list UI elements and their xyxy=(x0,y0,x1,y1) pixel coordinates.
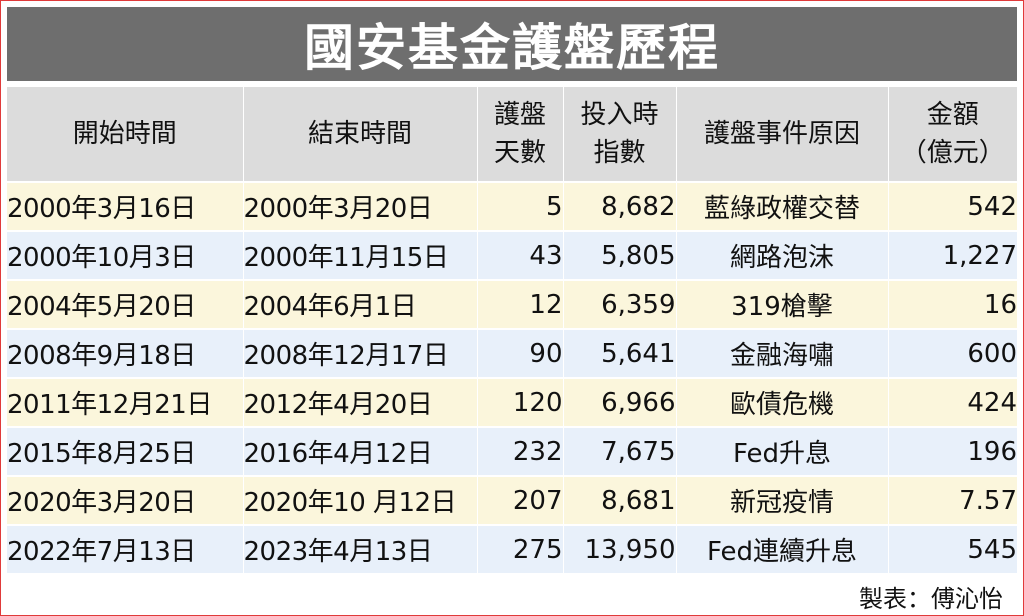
cell-index: 6,966 xyxy=(563,378,677,428)
cell-end: 2000年3月20日 xyxy=(243,182,478,232)
header-index-line2: 指數 xyxy=(593,138,646,168)
cell-reason: Fed連續升息 xyxy=(676,525,889,575)
cell-reason: 新冠疫情 xyxy=(676,476,889,526)
cell-start: 2020年3月20日 xyxy=(7,476,244,526)
table-row: 2020年3月20日 2020年10 月12日 207 8,681 新冠疫情 7… xyxy=(7,476,1017,526)
table-row: 2008年9月18日 2008年12月17日 90 5,641 金融海嘯 600 xyxy=(7,329,1017,379)
cell-end: 2020年10 月12日 xyxy=(243,476,478,526)
cell-amount: 196 xyxy=(888,427,1017,477)
cell-start: 2008年9月18日 xyxy=(7,329,244,379)
table-row: 2004年5月20日 2004年6月1日 12 6,359 319槍擊 16 xyxy=(7,280,1017,330)
cell-start: 2011年12月21日 xyxy=(7,378,244,428)
table-row: 2000年3月16日 2000年3月20日 5 8,682 藍綠政權交替 542 xyxy=(7,182,1017,232)
cell-amount: 545 xyxy=(888,525,1017,575)
cell-end: 2012年4月20日 xyxy=(243,378,478,428)
table-row: 2015年8月25日 2016年4月12日 232 7,675 Fed升息 19… xyxy=(7,427,1017,477)
header-reason: 護盤事件原因 xyxy=(676,87,889,183)
cell-days: 120 xyxy=(477,378,564,428)
cell-days: 275 xyxy=(477,525,564,575)
cell-end: 2023年4月13日 xyxy=(243,525,478,575)
cell-amount: 424 xyxy=(888,378,1017,428)
header-amount: 金額 （億元） xyxy=(888,87,1017,183)
cell-start: 2000年3月16日 xyxy=(7,182,244,232)
cell-end: 2008年12月17日 xyxy=(243,329,478,379)
cell-index: 5,641 xyxy=(563,329,677,379)
credit-line: 製表：傅沁怡 xyxy=(859,585,1003,613)
cell-days: 90 xyxy=(477,329,564,379)
cell-start: 2000年10月3日 xyxy=(7,231,244,281)
intervention-table: 開始時間 結束時間 護盤 天數 投入時 指數 護盤事件原因 金額 （億元） xyxy=(7,87,1017,575)
cell-index: 6,359 xyxy=(563,280,677,330)
cell-amount: 1,227 xyxy=(888,231,1017,281)
cell-index: 8,681 xyxy=(563,476,677,526)
cell-days: 207 xyxy=(477,476,564,526)
cell-end: 2016年4月12日 xyxy=(243,427,478,477)
cell-days: 43 xyxy=(477,231,564,281)
cell-end: 2000年11月15日 xyxy=(243,231,478,281)
header-index-line1: 投入時 xyxy=(580,100,659,130)
cell-reason: 金融海嘯 xyxy=(676,329,889,379)
cell-amount: 600 xyxy=(888,329,1017,379)
header-index: 投入時 指數 xyxy=(563,87,677,183)
header-days-line1: 護盤 xyxy=(493,100,546,130)
header-amount-line1: 金額 xyxy=(926,100,979,130)
cell-index: 7,675 xyxy=(563,427,677,477)
cell-days: 232 xyxy=(477,427,564,477)
header-days-line2: 天數 xyxy=(493,138,546,168)
cell-reason: 網路泡沫 xyxy=(676,231,889,281)
header-amount-line2: （億元） xyxy=(900,138,1005,168)
cell-amount: 7.57 xyxy=(888,476,1017,526)
table-row: 2011年12月21日 2012年4月20日 120 6,966 歐債危機 42… xyxy=(7,378,1017,428)
cell-days: 5 xyxy=(477,182,564,232)
cell-end: 2004年6月1日 xyxy=(243,280,478,330)
cell-reason: 藍綠政權交替 xyxy=(676,182,889,232)
table-row: 2000年10月3日 2000年11月15日 43 5,805 網路泡沫 1,2… xyxy=(7,231,1017,281)
cell-index: 13,950 xyxy=(563,525,677,575)
table-row: 2022年7月13日 2023年4月13日 275 13,950 Fed連續升息… xyxy=(7,525,1017,575)
title-bar: 國安基金護盤歷程 xyxy=(7,7,1017,81)
cell-amount: 16 xyxy=(888,280,1017,330)
cell-reason: Fed升息 xyxy=(676,427,889,477)
cell-index: 8,682 xyxy=(563,182,677,232)
header-days: 護盤 天數 xyxy=(477,87,564,183)
header-start-time: 開始時間 xyxy=(7,87,244,183)
cell-reason: 319槍擊 xyxy=(676,280,889,330)
cell-reason: 歐債危機 xyxy=(676,378,889,428)
cell-days: 12 xyxy=(477,280,564,330)
cell-index: 5,805 xyxy=(563,231,677,281)
header-end-time: 結束時間 xyxy=(243,87,478,183)
cell-start: 2015年8月25日 xyxy=(7,427,244,477)
page-title: 國安基金護盤歷程 xyxy=(304,19,720,77)
cell-start: 2004年5月20日 xyxy=(7,280,244,330)
cell-start: 2022年7月13日 xyxy=(7,525,244,575)
cell-amount: 542 xyxy=(888,182,1017,232)
header-row: 開始時間 結束時間 護盤 天數 投入時 指數 護盤事件原因 金額 （億元） xyxy=(7,87,1017,183)
